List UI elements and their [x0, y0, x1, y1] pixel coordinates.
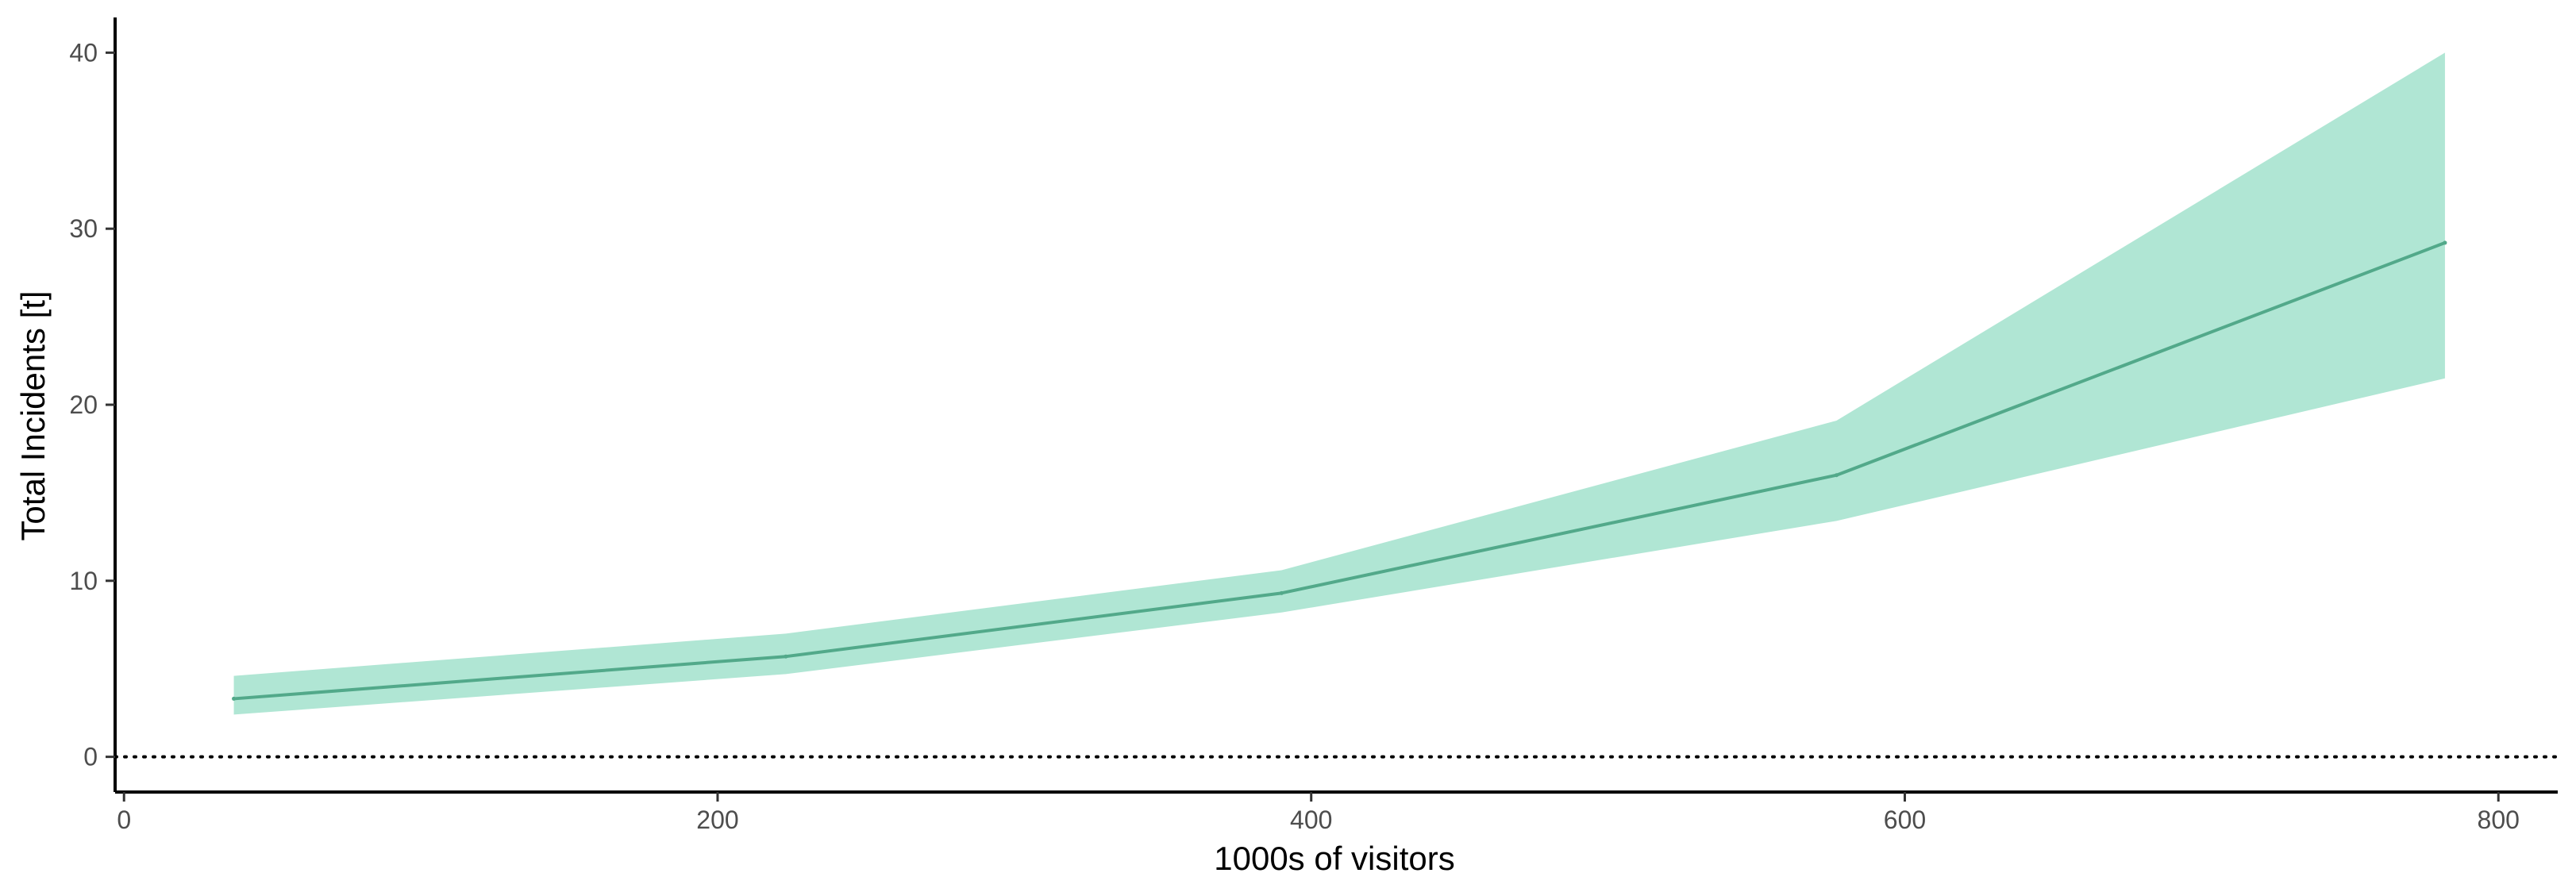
- y-tick-label: 30: [69, 214, 98, 243]
- y-axis-title: Total Incidents [t]: [14, 290, 52, 540]
- data-point: [1279, 590, 1284, 595]
- axes: 0 200 400 600 800 0 10 20 30 40: [69, 17, 2558, 834]
- y-tick-label: 10: [69, 567, 98, 595]
- x-tick-label: 200: [696, 806, 738, 834]
- y-tick-label: 20: [69, 390, 98, 419]
- data-point: [1834, 473, 1839, 478]
- data-point: [232, 696, 237, 701]
- x-tick-label: 400: [1290, 806, 1332, 834]
- x-tick-label: 0: [117, 806, 131, 834]
- plot-area: [114, 52, 2559, 759]
- y-tick-label: 0: [83, 743, 98, 771]
- confidence-band: [233, 52, 2445, 715]
- x-axis-title: 1000s of visitors: [1214, 840, 1454, 877]
- data-point: [2443, 240, 2447, 245]
- x-tick-label: 800: [2478, 806, 2520, 834]
- y-tick-label: 40: [69, 38, 98, 67]
- data-point: [784, 654, 788, 659]
- x-tick-label: 600: [1884, 806, 1926, 834]
